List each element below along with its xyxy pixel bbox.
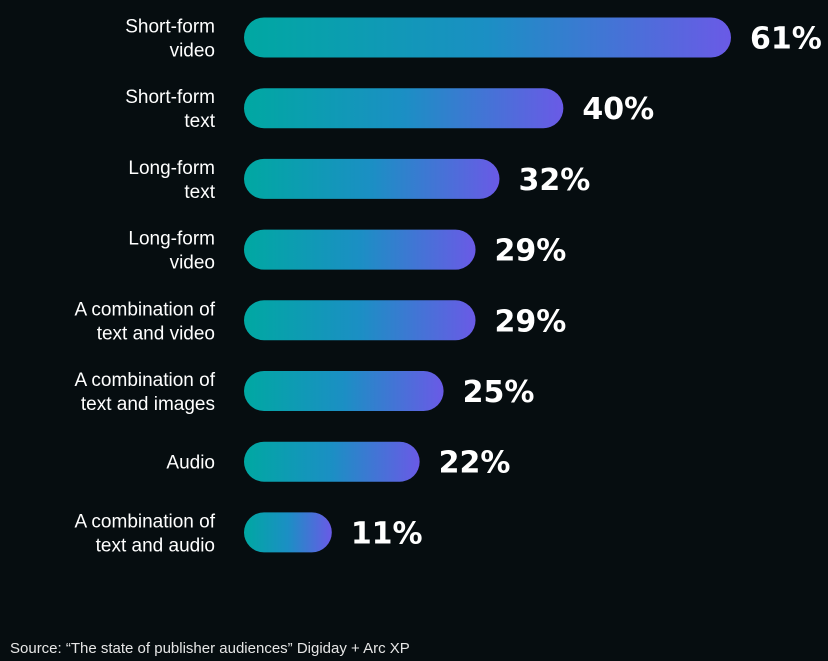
category-label-line: A combination of xyxy=(75,370,216,391)
value-label-6: 22% xyxy=(439,446,511,481)
category-label-line: A combination of xyxy=(75,299,216,320)
category-label-6: Audio xyxy=(166,453,215,474)
category-label-7: A combination of text and audio xyxy=(75,511,216,556)
category-label-line: text and images xyxy=(81,394,215,415)
value-label-0: 61% xyxy=(750,22,822,57)
value-label-2: 32% xyxy=(518,163,590,198)
value-label-3: 29% xyxy=(495,234,567,269)
category-label-0: Short-form video xyxy=(125,17,215,62)
category-label-line: text and audio xyxy=(96,535,215,556)
bars-group: 61% Short-form video 40% Short-form text 32% Lo… xyxy=(75,17,822,557)
category-label-5: A combination of text and images xyxy=(75,370,216,415)
category-label-line: text and video xyxy=(97,323,215,344)
bar-2 xyxy=(244,158,500,199)
value-label-4: 29% xyxy=(495,304,567,339)
category-label-line: text xyxy=(184,111,215,132)
bar-7 xyxy=(244,512,332,553)
category-label-line: Audio xyxy=(166,453,215,474)
category-label-line: video xyxy=(170,253,215,274)
source-note: Source: “The state of publisher audience… xyxy=(10,640,410,657)
category-label-line: Long-form xyxy=(128,158,215,179)
bar-3 xyxy=(244,229,476,270)
value-label-1: 40% xyxy=(582,92,654,127)
category-label-4: A combination of text and video xyxy=(75,299,216,344)
category-label-2: Long-form text xyxy=(128,158,215,203)
value-label-7: 11% xyxy=(351,516,423,551)
category-label-1: Short-form text xyxy=(125,87,215,132)
bar-1 xyxy=(244,88,564,129)
category-label-3: Long-form video xyxy=(128,229,215,274)
value-label-5: 25% xyxy=(463,375,535,410)
bar-5 xyxy=(244,371,444,411)
bar-6 xyxy=(244,441,420,482)
category-label-line: video xyxy=(170,41,215,62)
category-label-line: Short-form xyxy=(125,87,215,108)
bar-4 xyxy=(244,300,476,341)
category-label-line: Short-form xyxy=(125,17,215,38)
bar-0 xyxy=(244,17,731,58)
category-label-line: text xyxy=(184,182,215,203)
category-label-line: A combination of xyxy=(75,511,216,532)
category-label-line: Long-form xyxy=(128,229,215,250)
